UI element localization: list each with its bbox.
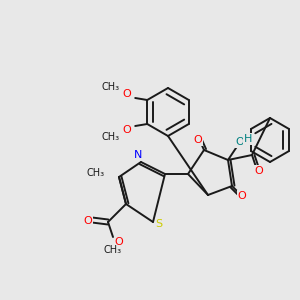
Text: CH₃: CH₃	[104, 245, 122, 255]
Text: CH₃: CH₃	[101, 82, 119, 92]
Text: O: O	[115, 237, 123, 247]
Text: O: O	[194, 135, 202, 145]
Text: S: S	[155, 219, 163, 229]
Text: O: O	[236, 137, 244, 147]
Text: N: N	[134, 150, 142, 160]
Text: O: O	[123, 89, 132, 99]
Text: CH₃: CH₃	[101, 132, 119, 142]
Text: O: O	[238, 191, 246, 201]
Text: O: O	[123, 125, 132, 135]
Text: O: O	[255, 166, 263, 176]
Text: H: H	[244, 134, 252, 144]
Text: CH₃: CH₃	[87, 168, 105, 178]
Text: O: O	[84, 216, 92, 226]
